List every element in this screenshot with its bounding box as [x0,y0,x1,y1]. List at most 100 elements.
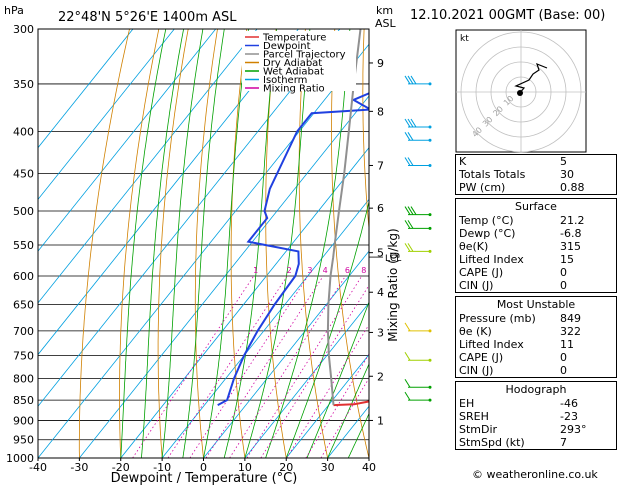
mixing-ratio-label: 20 [414,266,424,275]
index-label: K [459,155,467,168]
index-label: CIN (J) [459,279,494,292]
index-label: θe(K) [459,240,489,253]
isotherm-line [38,43,369,458]
index-label: StmSpd (kt) [459,436,525,449]
pressure-tick-label: 550 [13,239,34,252]
dry-adiabat-line [119,29,160,458]
dry-adiabat-line [331,29,369,458]
isotherm-line [79,95,369,458]
isotherm-line [38,29,341,407]
temp-tick-label: -10 [153,461,171,474]
legend-label: Dry Adiabat [263,58,322,69]
legend-label: Parcel Trajectory [263,50,346,61]
wet-adiabat-line [265,29,351,458]
index-label: PW (cm) [459,181,506,194]
dry-adiabat-line [393,29,452,458]
index-value: -6.8 [560,227,582,240]
km-tick-label: 7 [377,159,384,172]
mixing-ratio-line [286,323,369,458]
wind-barb-icon [404,157,432,167]
mixing-ratio-label: 2 [287,266,292,275]
index-value: 293° [560,423,587,436]
dry-adiabat-line [298,29,328,458]
copyright-text: © weatheronline.co.uk [472,468,598,481]
wet-adiabat-line [182,29,225,458]
wind-barb-icon [404,118,432,129]
index-value: 315 [560,240,581,253]
indices-panel: K 5 Totals Totals 30 PW (cm) 0.88 Surface Temp… [455,154,617,453]
pressure-tick-label: 700 [13,325,34,338]
section-title: Hodograph [505,383,567,396]
temp-tick-label: 0 [200,461,207,474]
isotherm-line [38,29,134,149]
index-row: Lifted Index 11 [456,338,616,351]
x-axis-label: Dewpoint / Temperature (°C) [111,471,298,486]
mixing-ratio-label: 6 [345,266,350,275]
index-value: 0 [560,279,567,292]
index-row: Pressure (mb) 849 [456,312,616,325]
index-label: SREH [459,410,489,423]
index-row: Totals Totals 30 [456,168,616,181]
index-label: CIN (J) [459,364,494,377]
isotherm-line [120,147,369,458]
temp-tick-label: 30 [321,461,335,474]
km-tick-label: 4 [377,286,384,299]
section-title: Most Unstable [496,298,576,311]
mixing-ratio-line [246,275,363,458]
storm-motion-marker [517,90,523,96]
most-unstable-box: Most Unstable Pressure (mb) 849 θe (K) 322 Li… [455,296,617,378]
pressure-tick-label: 1000 [6,452,34,465]
index-value: 0 [560,364,567,377]
mixing-ratio-line [205,275,324,458]
isotherm-line [244,302,369,458]
km-tick-label: 8 [377,105,384,118]
index-row: StmSpd (kt) 7 [456,436,616,449]
pressure-tick-label: 750 [13,349,34,362]
dry-adiabat-line [230,29,248,458]
mixing-ratio-label: 8 [361,266,366,275]
index-value: -46 [560,397,578,410]
pressure-tick-label: 350 [13,78,34,91]
index-value: -23 [560,410,578,423]
pressure-tick-label: 650 [13,299,34,312]
index-row: CIN (J) 0 [456,279,616,292]
mixing-ratio-line [305,353,369,458]
pressure-tick-label: 500 [13,205,34,218]
pressure-tick-label: 300 [13,23,34,36]
index-value: 0 [560,266,567,279]
dry-adiabat-line [157,29,189,458]
hodograph-indices-box: Hodograph EH -46 SREH -23 StmDir 293° StmSpd (k… [455,381,617,450]
temp-tick-label: -30 [70,461,88,474]
index-row: CIN (J) 0 [456,364,616,377]
wind-barb-icon [404,322,432,333]
km-tick-label: 9 [377,57,384,70]
wind-barb-icon [404,391,432,402]
mixing-ratio-line [229,275,346,458]
temp-tick-label: 40 [362,461,376,474]
wind-barb-icon [404,351,432,362]
index-row: CAPE (J) 0 [456,266,616,279]
isotherm-line [161,198,369,458]
pressure-tick-label: 900 [13,414,34,427]
dry-adiabat-line [362,29,369,233]
wind-barb-icon [404,379,432,389]
index-value: 0 [560,351,567,364]
wet-adiabat-line [141,29,184,458]
km-tick-label: 6 [377,202,384,215]
index-row: SREH -23 [456,410,616,423]
pressure-tick-label: 850 [13,394,34,407]
index-label: Lifted Index [459,338,524,351]
legend-label: Mixing Ratio [263,84,325,95]
index-label: θe (K) [459,325,492,338]
legend-box [242,31,356,91]
km-tick-label: 1 [377,414,384,427]
index-label: StmDir [459,423,498,436]
lcl-label: LCL [385,254,401,264]
dry-adiabat-line [194,29,218,458]
km-tick-label: 5 [377,247,384,260]
mixing-ratio-label: 25 [428,266,438,275]
legend-label: Temperature [262,33,326,44]
wind-barb-icon [404,206,432,217]
